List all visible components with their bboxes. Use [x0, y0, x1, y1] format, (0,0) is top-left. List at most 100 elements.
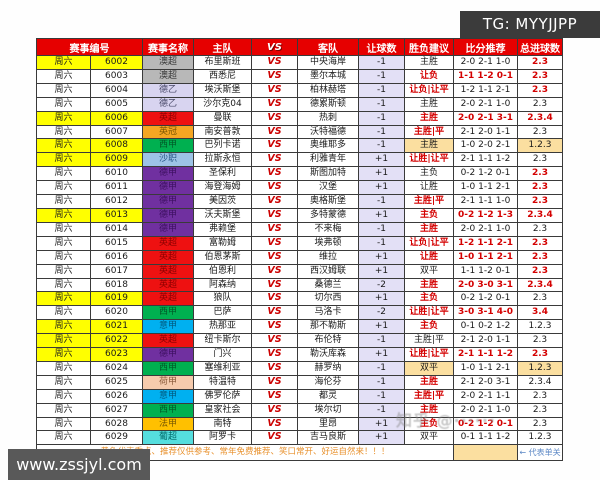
cell-league: 英超	[142, 110, 194, 126]
cell-score-tip: 2-1 2-0 3-1	[453, 374, 518, 390]
vs-icon: VS	[251, 360, 298, 376]
highlight-sample-cell	[453, 444, 518, 462]
cell-score-tip: 1-0 1-1 2-1	[453, 249, 518, 265]
cell-away-team: 沃特福德	[297, 124, 359, 140]
cell-score-tip: 0-2 1-2 0-1	[453, 166, 518, 182]
cell-handicap: +1	[358, 263, 405, 279]
cell-total-goals: 2.3	[517, 194, 563, 209]
cell-home-team: 布里斯班	[193, 55, 252, 70]
cell-total-goals: 2.3	[517, 416, 563, 432]
cell-match-no: 6015	[90, 235, 143, 251]
col-header-advice: 胜负建议	[404, 38, 454, 56]
cell-away-team: 都灵	[297, 388, 359, 404]
cell-home-team: 热那亚	[193, 319, 252, 335]
cell-advice: 主胜	[404, 110, 454, 126]
cell-match-no: 6022	[90, 333, 143, 349]
cell-away-team: 多特蒙德	[297, 207, 359, 223]
cell-league: 德甲	[142, 194, 194, 209]
cell-away-team: 桑德兰	[297, 277, 359, 293]
cell-total-goals: 2.3	[517, 263, 563, 279]
cell-day: 周六	[36, 333, 91, 349]
cell-handicap: +1	[358, 416, 405, 432]
table-row: 周六 6012 德甲 美因茨 VS 奥格斯堡 -1 主胜|平 2-1 1-1 1-0 2.3	[36, 194, 563, 209]
cell-away-team: 维拉	[297, 249, 359, 265]
cell-league: 德甲	[142, 180, 194, 196]
cell-score-tip: 2-1 1-1 1-2	[453, 347, 518, 362]
cell-league: 英超	[142, 333, 194, 349]
cell-handicap: -1	[358, 360, 405, 376]
cell-home-team: 曼联	[193, 110, 252, 126]
cell-handicap: -1	[358, 402, 405, 418]
cell-league: 西甲	[142, 305, 194, 321]
vs-icon: VS	[251, 68, 298, 84]
table-row: 周六 6019 英超 狼队 VS 切尔西 +1 主负 0-2 1-2 0-1 2.3	[36, 291, 563, 307]
cell-advice: 主胜	[404, 277, 454, 293]
cell-away-team: 德累斯顿	[297, 96, 359, 112]
cell-home-team: 狼队	[193, 291, 252, 307]
cell-league: 西甲	[142, 360, 194, 376]
table-row: 周六 6005 德乙 沙尔克04 VS 德累斯顿 -1 主胜 2-0 2-1 1-0 2.3	[36, 96, 563, 112]
cell-advice: 主负	[404, 207, 454, 223]
cell-handicap: -1	[358, 138, 405, 154]
cell-score-tip: 1-2 1-1 2-1	[453, 235, 518, 251]
cell-day: 周六	[36, 124, 91, 140]
cell-home-team: 沙尔克04	[193, 96, 252, 112]
cell-away-team: 热刺	[297, 110, 359, 126]
cell-handicap: -1	[358, 124, 405, 140]
cell-score-tip: 1-1 1-2 0-1	[453, 263, 518, 279]
table-row: 周六 6011 德甲 海登海姆 VS 汉堡 +1 让胜 1-0 1-1 2-1 2.3	[36, 180, 563, 196]
table-row: 周六 6026 意甲 佛罗伦萨 VS 都灵 -1 主胜|平 2-0 2-1 1-1 2.3	[36, 388, 563, 404]
cell-total-goals: 2.3	[517, 249, 563, 265]
vs-icon: VS	[251, 96, 298, 112]
cell-day: 周六	[36, 82, 91, 98]
table-row: 周六 6023 德甲 门兴 VS 勒沃库森 +1 让胜|让平 2-1 1-1 1-2 2.3	[36, 347, 563, 362]
table-row: 周六 6013 德甲 沃夫斯堡 VS 多特蒙德 +1 主负 0-2 1-2 1-3 2.3.4	[36, 207, 563, 223]
table-row: 周六 6018 英超 阿森纳 VS 桑德兰 -2 主胜 2-0 3-0 3-1 2.3.4	[36, 277, 563, 293]
cell-match-no: 6020	[90, 305, 143, 321]
vs-icon: VS	[251, 166, 298, 182]
cell-total-goals: 2.3	[517, 291, 563, 307]
cell-home-team: 南特	[193, 416, 252, 432]
cell-score-tip: 2-0 2-1 1-0	[453, 402, 518, 418]
cell-day: 周六	[36, 110, 91, 126]
cell-total-goals: 2.3	[517, 388, 563, 404]
col-header-handicap: 让球数	[358, 38, 405, 56]
table-row: 周六 6016 英超 伯恩茅斯 VS 维拉 +1 让胜 1-0 1-1 2-1 2.3	[36, 249, 563, 265]
cell-away-team: 吉马良斯	[297, 430, 359, 446]
table-row: 周六 6010 德甲 圣保利 VS 斯图加特 +1 主负 0-2 1-2 0-1 2.3	[36, 166, 563, 182]
cell-league: 荷甲	[142, 374, 194, 390]
cell-away-team: 布伦特	[297, 333, 359, 349]
cell-handicap: -1	[358, 68, 405, 84]
cell-day: 周六	[36, 263, 91, 279]
cell-match-no: 6010	[90, 166, 143, 182]
cell-day: 周六	[36, 207, 91, 223]
cell-league: 英冠	[142, 124, 194, 140]
cell-day: 周六	[36, 249, 91, 265]
table-row: 周六 6007 英冠 南安普敦 VS 沃特福德 -1 主胜|平 2-1 2-0 1-1 2.3	[36, 124, 563, 140]
cell-advice: 主负	[404, 166, 454, 182]
cell-away-team: 切尔西	[297, 291, 359, 307]
cell-score-tip: 3-0 3-1 4-0	[453, 305, 518, 321]
cell-home-team: 纽卡斯尔	[193, 333, 252, 349]
cell-advice: 主胜|平	[404, 388, 454, 404]
cell-handicap: -1	[358, 194, 405, 209]
cell-day: 周六	[36, 277, 91, 293]
cell-total-goals: 2.3	[517, 166, 563, 182]
cell-away-team: 中央海岸	[297, 55, 359, 70]
vs-icon: VS	[251, 430, 298, 446]
vs-icon: VS	[251, 402, 298, 418]
cell-league: 西甲	[142, 402, 194, 418]
cell-home-team: 拉斯永恒	[193, 152, 252, 168]
cell-match-no: 6029	[90, 430, 143, 446]
cell-score-tip: 0-2 1-2 1-3	[453, 207, 518, 223]
cell-league: 英超	[142, 263, 194, 279]
cell-score-tip: 2-1 1-1 1-2	[453, 152, 518, 168]
cell-match-no: 6014	[90, 221, 143, 237]
cell-match-no: 6028	[90, 416, 143, 432]
cell-league: 意甲	[142, 388, 194, 404]
cell-advice: 主胜	[404, 55, 454, 70]
cell-league: 法甲	[142, 416, 194, 432]
table-row: 周六 6021 意甲 热那亚 VS 那不勒斯 +1 主负 0-1 0-2 1-2 1.2.3	[36, 319, 563, 335]
vs-icon: VS	[251, 221, 298, 237]
